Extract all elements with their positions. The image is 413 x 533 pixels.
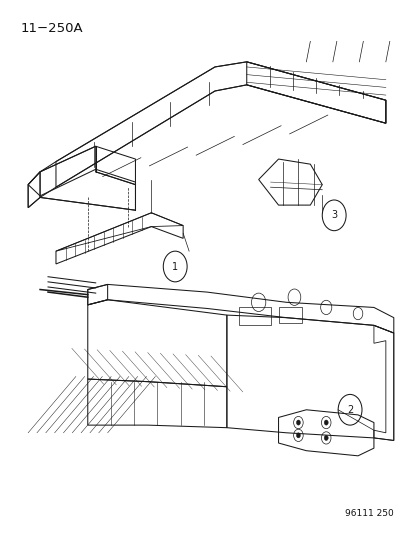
- Circle shape: [323, 435, 328, 440]
- Text: 2: 2: [346, 405, 352, 415]
- Text: 96111 250: 96111 250: [344, 509, 393, 518]
- Text: 3: 3: [330, 211, 337, 220]
- Circle shape: [296, 420, 300, 425]
- Text: 11−250A: 11−250A: [20, 22, 83, 35]
- Text: 1: 1: [172, 262, 178, 271]
- Circle shape: [296, 433, 300, 438]
- Circle shape: [323, 420, 328, 425]
